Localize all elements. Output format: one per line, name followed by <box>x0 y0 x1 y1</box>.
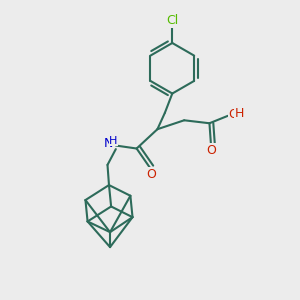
Text: H: H <box>235 107 244 120</box>
Text: O: O <box>206 144 216 157</box>
Text: O: O <box>146 168 156 181</box>
Text: H: H <box>109 136 118 146</box>
Text: O: O <box>228 108 238 121</box>
Text: N: N <box>104 137 113 150</box>
Text: Cl: Cl <box>166 14 178 27</box>
